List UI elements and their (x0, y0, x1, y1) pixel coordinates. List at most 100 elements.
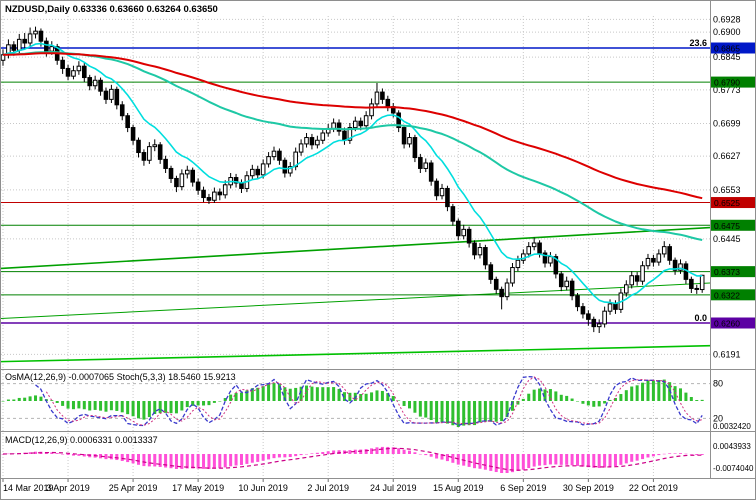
candle-body (472, 242, 477, 256)
candle-body (1, 54, 6, 61)
date-label: 24 Jul 2019 (370, 483, 417, 493)
candle-body (374, 91, 380, 105)
osma-bar (435, 401, 439, 423)
osma-bar (169, 401, 173, 414)
osma-bar (440, 401, 444, 423)
osma-bar (12, 399, 16, 401)
osma-bar (239, 392, 243, 401)
price-axis-badge (711, 289, 755, 301)
time-axis[interactable] (1, 479, 756, 500)
macd-bar (565, 454, 569, 465)
macd-bar (55, 453, 59, 454)
macd-bar (326, 451, 330, 454)
candle-body (483, 247, 488, 266)
price-axis[interactable] (710, 1, 756, 478)
osma-bar (294, 387, 298, 401)
candle-body (461, 228, 466, 237)
trendline[interactable] (1, 344, 711, 363)
stoch-signal-line (45, 376, 703, 426)
macd-bar (207, 454, 211, 470)
osma-bar (77, 401, 81, 409)
candle-body (342, 130, 347, 141)
macd-bar (657, 454, 661, 456)
macd-bar (613, 454, 617, 467)
trendline[interactable] (1, 226, 711, 270)
macd-bar (6, 453, 10, 455)
osma-bar (657, 380, 661, 401)
macd-bar (261, 454, 265, 461)
osma-bar (50, 400, 54, 401)
candle-body (38, 30, 44, 42)
osma-bar (218, 401, 222, 402)
osma-bar (120, 401, 124, 413)
osma-bar (115, 401, 119, 411)
osma-bar (272, 383, 276, 401)
osma-stoch-indicator-label: OsMA(12,26,9) -0.0007065 Stoch(5,3,3) 18… (5, 372, 236, 382)
panel2-axis-label: 0.0043933 (713, 442, 751, 451)
macd-bar (668, 453, 672, 454)
osma-bar (500, 401, 504, 422)
candle-body (76, 65, 82, 72)
osma-bar (548, 389, 552, 401)
macd-bar (310, 453, 314, 454)
date-label: 14 Mar 2019 (3, 483, 54, 493)
candle-body (689, 278, 694, 289)
candle-body (407, 137, 412, 145)
candle-body (629, 275, 635, 286)
macd-bar (185, 454, 189, 469)
price-axis-badge (711, 42, 755, 54)
fibo-level-label: 23.6 (689, 38, 707, 48)
candle-body (396, 112, 401, 129)
candle-body (44, 40, 49, 52)
macd-bar (250, 454, 254, 463)
osma-bar (554, 391, 558, 401)
macd-bar (662, 453, 666, 455)
osma-bar (391, 396, 395, 401)
candle-body (656, 253, 662, 263)
osma-bar (608, 399, 612, 401)
medium-ma-line (2, 51, 703, 241)
osma-bar (570, 398, 574, 401)
candle-body (141, 152, 147, 161)
slow-ma-line (2, 52, 703, 200)
date-label: 6 Sep 2019 (500, 483, 546, 493)
price-axis-badge-value: 0.6865 (714, 44, 740, 54)
price-axis-badge-value: 0.6790 (714, 78, 740, 88)
candle-body (542, 252, 548, 264)
osma-bar (456, 401, 460, 427)
candle-body (548, 256, 553, 264)
price-axis-badge-value: 0.6373 (714, 267, 740, 277)
macd-bar (445, 454, 449, 462)
panel1-axis-label: 80 (713, 379, 723, 389)
osma-bar (126, 401, 130, 415)
osma-bar (521, 398, 525, 401)
candle-body (152, 144, 158, 148)
macd-bar (418, 453, 422, 455)
candle-body (309, 137, 315, 146)
osma-bar (99, 401, 103, 411)
candle-body (60, 59, 65, 69)
macd-bar (543, 454, 547, 466)
osma-bar (624, 390, 628, 401)
candle-body (510, 267, 515, 284)
osma-bar (137, 401, 140, 419)
osma-bar (559, 394, 563, 401)
price-axis-badge (711, 197, 755, 209)
candle-body (580, 306, 586, 315)
candle-body (347, 127, 353, 141)
osma-bar (342, 392, 346, 401)
date-label: 10 Jun 2019 (238, 483, 288, 493)
candle-body (412, 137, 418, 159)
price-axis-badge (711, 266, 755, 278)
macd-bar (164, 454, 168, 468)
trendline[interactable] (1, 282, 711, 319)
candle-body (298, 143, 304, 153)
osma-bar (191, 401, 195, 406)
macd-bar (299, 454, 303, 456)
osma-bar (543, 389, 547, 401)
macd-bar (489, 454, 493, 471)
candle-body (114, 88, 120, 106)
candle-body (385, 98, 391, 108)
